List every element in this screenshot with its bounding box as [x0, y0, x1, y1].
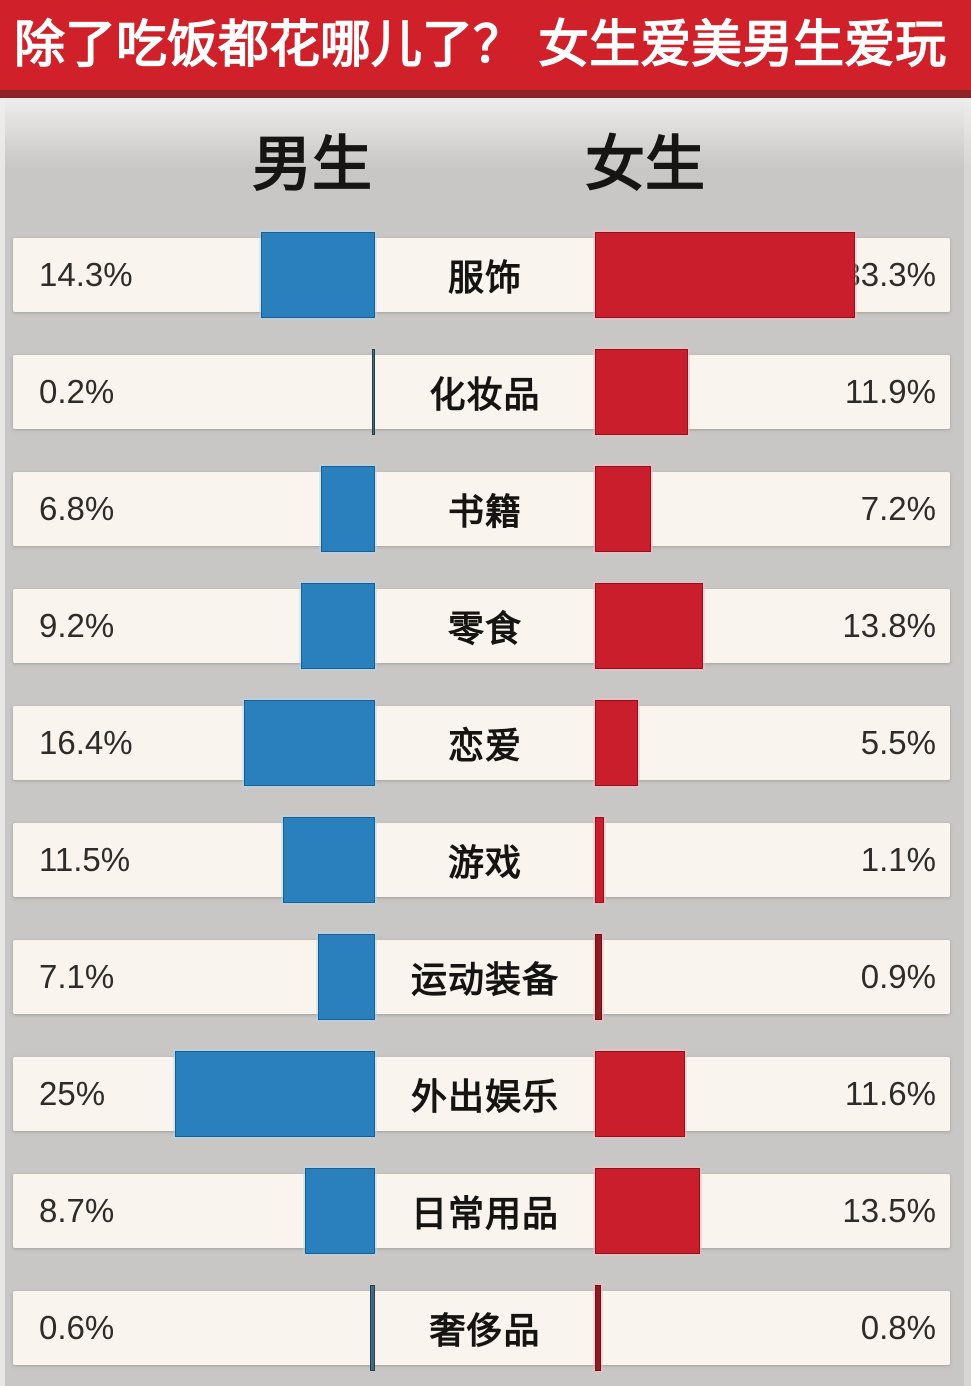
row: 8.7% 日常用品 13.5% [13, 1168, 950, 1254]
female-value: 0.9% [860, 958, 936, 995]
row: 9.2% 零食 13.8% [13, 583, 950, 669]
row: 14.3% 服饰 33.3% [13, 232, 950, 318]
male-bar [283, 817, 375, 903]
category-label: 零食 [447, 608, 522, 649]
female-value: 11.6% [844, 1075, 936, 1112]
category-label: 日常用品 [410, 1193, 559, 1234]
row: 0.2% 化妆品 11.9% [13, 349, 950, 435]
header-fade-band [0, 98, 971, 168]
male-value: 6.8% [39, 490, 115, 527]
row: 7.1% 运动装备 0.9% [13, 934, 950, 1020]
male-value: 0.2% [39, 373, 115, 410]
male-value: 7.1% [39, 958, 115, 995]
male-bar [318, 934, 375, 1020]
female-value: 33.3% [842, 256, 936, 293]
male-value: 16.4% [39, 724, 133, 761]
female-bar [595, 817, 604, 903]
male-bar [261, 232, 375, 318]
male-bar [321, 466, 375, 552]
female-bar [595, 1168, 700, 1254]
male-bar [244, 700, 375, 786]
male-bar [370, 1285, 375, 1371]
page-title: 除了吃饭都花哪儿了？ 女生爱美男生爱玩 [14, 16, 947, 73]
male-bar [305, 1168, 375, 1254]
female-value: 5.5% [860, 724, 936, 761]
male-value: 9.2% [39, 607, 115, 644]
title-bar: 除了吃饭都花哪儿了？ 女生爱美男生爱玩 [0, 0, 971, 98]
male-value: 14.3% [39, 256, 133, 293]
male-value: 0.6% [39, 1309, 115, 1346]
female-bar [595, 1285, 601, 1371]
female-bar [595, 466, 651, 552]
male-value: 8.7% [39, 1192, 115, 1229]
row: 11.5% 游戏 1.1% [13, 817, 950, 903]
female-bar [595, 700, 638, 786]
female-bar [595, 1051, 685, 1137]
female-value: 13.8% [842, 607, 936, 644]
female-value: 13.5% [842, 1192, 936, 1229]
column-header-female: 女生 [585, 131, 705, 198]
female-bar [595, 583, 703, 669]
column-header-male: 男生 [252, 131, 372, 198]
female-bar [595, 232, 855, 318]
row: 0.6% 奢侈品 0.8% [13, 1285, 950, 1371]
row: 6.8% 书籍 7.2% [13, 466, 950, 552]
male-value: 11.5% [39, 841, 131, 878]
female-value: 7.2% [860, 490, 936, 527]
category-label: 书籍 [447, 491, 522, 532]
category-label: 游戏 [447, 842, 522, 883]
row: 16.4% 恋爱 5.5% [13, 700, 950, 786]
category-label: 外出娱乐 [410, 1076, 559, 1117]
female-bar [595, 934, 602, 1020]
category-label: 运动装备 [410, 959, 559, 1000]
male-bar [175, 1051, 375, 1137]
male-bar [372, 349, 375, 435]
row: 25% 外出娱乐 11.6% [13, 1051, 950, 1137]
male-value: 25% [39, 1075, 106, 1112]
male-bar [301, 583, 375, 669]
category-label: 服饰 [447, 257, 522, 298]
female-value: 0.8% [860, 1309, 936, 1346]
female-bar [595, 349, 688, 435]
female-value: 1.1% [860, 841, 936, 878]
category-label: 恋爱 [447, 725, 522, 766]
category-label: 化妆品 [429, 374, 541, 415]
female-value: 11.9% [844, 373, 936, 410]
category-label: 奢侈品 [429, 1310, 541, 1351]
